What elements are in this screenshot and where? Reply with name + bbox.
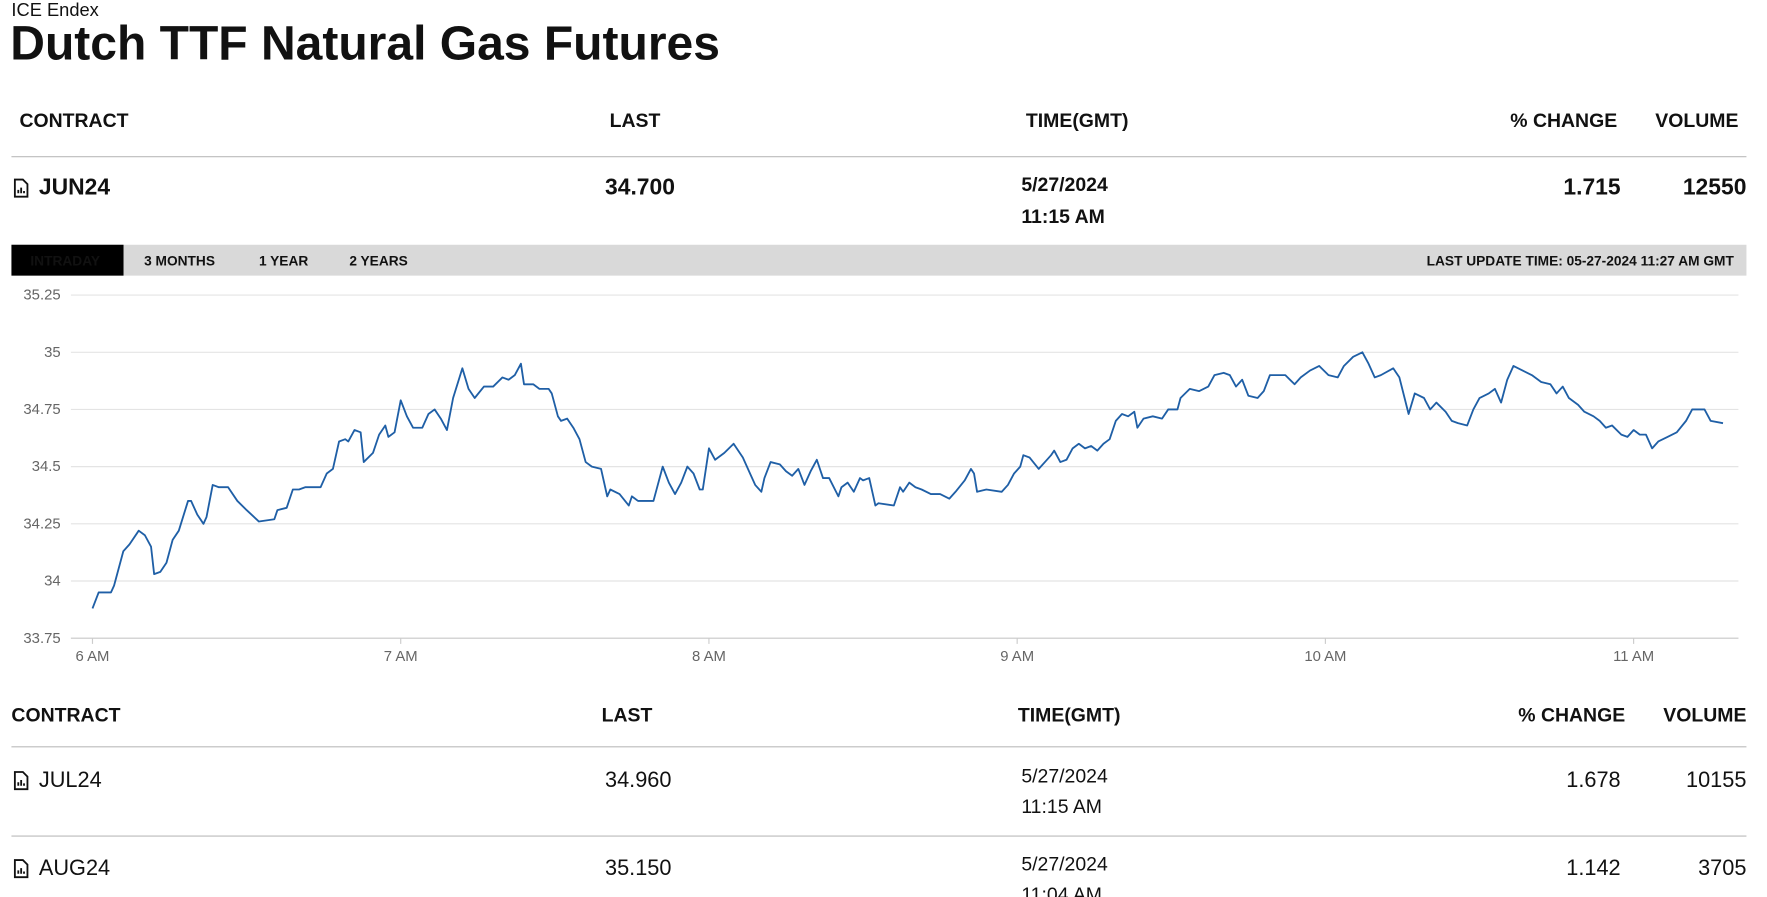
tab[interactable]: 1 YEAR [259, 253, 308, 268]
percent-change: 1.715 [1563, 173, 1620, 199]
column-header: % CHANGE [1518, 705, 1625, 727]
chart-icon [13, 178, 29, 198]
contract[interactable]: AUG24 [39, 855, 110, 880]
last-price: 35.150 [605, 855, 671, 880]
chart-icon [13, 771, 29, 791]
time: 11:04 AM [1021, 884, 1102, 897]
last-update: LAST UPDATE TIME: 05-27-2024 11:27 AM GM… [1427, 253, 1735, 268]
column-header: CONTRACT [11, 705, 120, 727]
tab-bar [11, 244, 1747, 276]
tab[interactable]: 3 MONTHS [144, 253, 215, 268]
column-header: TIME(GMT) [1018, 705, 1121, 727]
x-tick-label: 7 AM [384, 649, 418, 665]
time: 11:15 AM [1021, 206, 1105, 228]
column-header: VOLUME [1655, 110, 1738, 132]
column-header: % CHANGE [1510, 110, 1617, 132]
tab[interactable]: 2 YEARS [349, 253, 407, 268]
x-tick-label: 10 AM [1304, 649, 1346, 665]
y-tick-label: 35.25 [23, 288, 60, 304]
y-tick-label: 33.75 [23, 631, 60, 647]
last-price: 34.700 [605, 173, 675, 199]
y-tick-label: 34.5 [32, 459, 61, 475]
y-tick-label: 34.75 [23, 402, 60, 418]
x-tick-label: 11 AM [1613, 649, 1654, 665]
tab[interactable]: INTRADAY [30, 253, 100, 268]
contract[interactable]: JUN24 [39, 173, 110, 199]
percent-change: 1.142 [1566, 855, 1620, 880]
column-header: TIME(GMT) [1026, 110, 1129, 132]
y-tick-label: 35 [44, 345, 61, 361]
volume: 3705 [1698, 855, 1746, 880]
volume: 12550 [1683, 173, 1747, 199]
price-line [91, 351, 1724, 609]
active-tab [11, 244, 124, 276]
contract[interactable]: JUL24 [39, 767, 102, 792]
page-title: Dutch TTF Natural Gas Futures [10, 17, 720, 70]
content: ICE Endex Dutch TTF Natural Gas Futures … [10, 0, 1746, 897]
x-tick-label: 8 AM [692, 649, 726, 665]
chart-icon [13, 859, 29, 879]
volume: 10155 [1686, 767, 1746, 792]
x-tick-label: 6 AM [76, 649, 110, 665]
date: 5/27/2024 [1021, 174, 1108, 196]
column-header: LAST [602, 705, 653, 727]
date: 5/27/2024 [1021, 765, 1108, 787]
percent-change: 1.678 [1566, 767, 1620, 792]
y-tick-label: 34 [44, 574, 61, 590]
date: 5/27/2024 [1021, 853, 1108, 875]
exchange: ICE Endex [11, 0, 98, 20]
y-tick-label: 34.25 [23, 516, 60, 532]
column-header: VOLUME [1663, 705, 1746, 727]
x-tick-label: 9 AM [1000, 649, 1034, 665]
column-header: LAST [610, 110, 661, 132]
last-price: 34.960 [605, 767, 671, 792]
column-header: CONTRACT [19, 110, 128, 132]
time: 11:15 AM [1021, 796, 1102, 818]
